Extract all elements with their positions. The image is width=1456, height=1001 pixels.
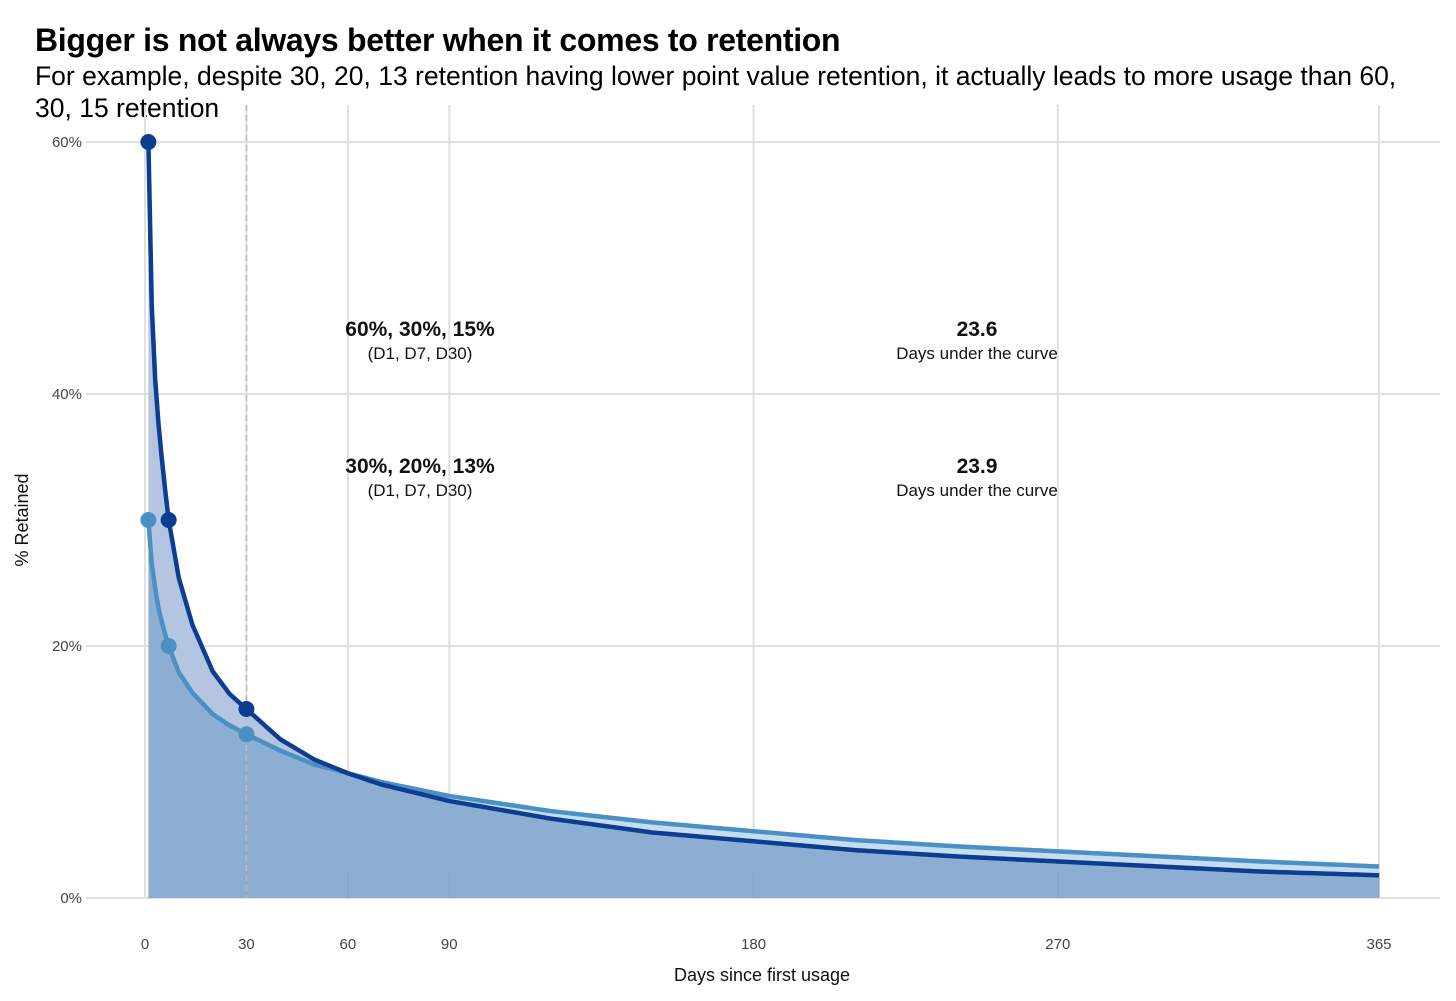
series-a-point — [140, 134, 157, 150]
annotation-detail: (D1, D7, D30) — [368, 481, 473, 500]
axis-ticks: 0% 20% 40% 60% 0 30 60 90 180 270 365 — [52, 134, 1392, 953]
series-a-point — [238, 701, 255, 717]
y-axis-title: % Retained — [12, 473, 32, 566]
annotation-values: 60%, 30%, 15% — [345, 318, 495, 341]
x-tick-label: 270 — [1045, 936, 1070, 953]
annotation-detail: (D1, D7, D30) — [368, 344, 473, 363]
annotation-auc: 23.6 — [957, 318, 998, 341]
series-points — [140, 134, 255, 743]
y-tick-label: 0% — [60, 890, 82, 907]
series-b-point — [140, 512, 157, 528]
series-b-point — [238, 726, 255, 743]
x-tick-label: 30 — [238, 936, 255, 953]
x-tick-label: 180 — [741, 936, 766, 953]
series-a-point — [160, 512, 177, 528]
annotations: 60%, 30%, 15% (D1, D7, D30) 23.6 Days under… — [345, 318, 1058, 500]
areas — [148, 105, 1380, 898]
series-b-point — [160, 638, 177, 654]
area-series-b-excess — [351, 774, 1380, 876]
series-a-line — [146, 141, 1380, 878]
chart-subtitle: For example, despite 30, 20, 13 retentio… — [35, 61, 1397, 123]
x-tick-label: 60 — [340, 936, 357, 953]
annotation-auc: 23.9 — [957, 455, 998, 478]
annotation-values: 30%, 20%, 13% — [345, 455, 495, 478]
y-tick-label: 40% — [52, 386, 82, 403]
annotation-auc-label: Days under the curve — [896, 481, 1058, 500]
chart-title: Bigger is not always better when it come… — [35, 22, 841, 58]
x-tick-label: 90 — [441, 936, 458, 953]
x-axis-title: Days since first usage — [674, 965, 850, 985]
x-tick-label: 0 — [141, 936, 149, 953]
series-lines — [146, 141, 1380, 878]
y-tick-label: 60% — [52, 134, 82, 151]
x-tick-label: 365 — [1366, 936, 1391, 953]
annotation-auc-label: Days under the curve — [896, 344, 1058, 363]
y-tick-label: 20% — [52, 638, 82, 655]
